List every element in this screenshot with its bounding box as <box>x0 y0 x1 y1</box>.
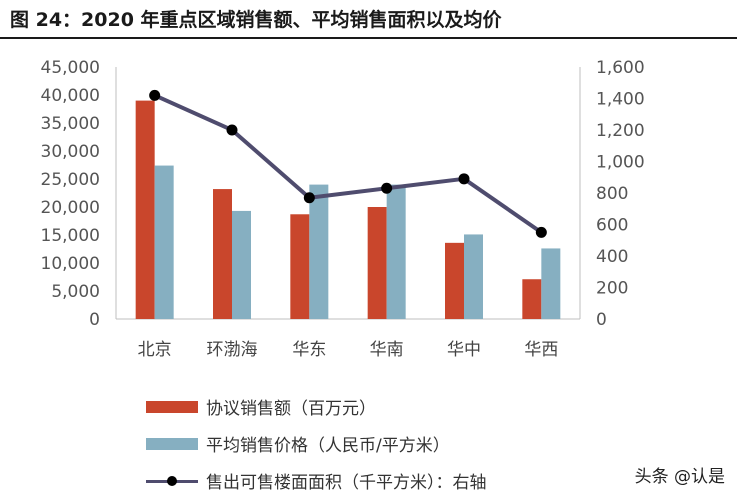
area-marker <box>381 182 393 194</box>
category-label: 华东 <box>292 340 326 360</box>
area-line <box>153 93 543 235</box>
right-tick-label: 1,400 <box>596 90 645 110</box>
right-tick-label: 800 <box>596 184 628 204</box>
area-marker <box>535 226 547 238</box>
category-label: 华中 <box>447 340 481 360</box>
combo-chart: 0 5,000 10,000 15,000 20,000 25,000 30,000 35,0… <box>41 58 645 360</box>
right-tick-label: 0 <box>596 310 607 330</box>
left-tick-label: 30,000 <box>41 142 100 162</box>
left-tick-label: 40,000 <box>41 86 100 106</box>
bar-sales <box>445 242 464 319</box>
legend-label-sales: 协议销售额（百万元） <box>206 399 376 419</box>
title-rule <box>0 37 737 39</box>
area-marker <box>458 173 470 185</box>
figure-title: 图 24：2020 年重点区域销售额、平均销售面积以及均价 <box>10 9 502 31</box>
bar-price <box>309 184 329 319</box>
category-label: 华南 <box>370 340 404 360</box>
bar-sales <box>522 279 542 319</box>
bar-price <box>232 210 251 319</box>
legend-swatch-sales <box>146 400 198 413</box>
legend-item-sales: 协议销售额（百万元） <box>146 388 487 425</box>
left-tick-label: 45,000 <box>41 58 100 78</box>
left-tick-label: 5,000 <box>51 282 100 302</box>
legend-item-area: 售出可售楼面面积（千平方米）：右轴 <box>146 462 487 499</box>
category-label: 环渤海 <box>207 340 258 360</box>
right-tick-label: 1,000 <box>596 153 645 173</box>
left-tick-label: 10,000 <box>41 254 100 274</box>
bar-sales <box>135 100 155 319</box>
bar-series <box>135 100 561 319</box>
bar-sales <box>213 189 232 319</box>
left-tick-label: 35,000 <box>41 114 100 134</box>
line-series <box>149 89 547 238</box>
bar-sales <box>367 207 387 319</box>
legend-label-area: 售出可售楼面面积（千平方米）：右轴 <box>206 473 487 493</box>
bar-sales <box>290 214 310 319</box>
left-tick-label: 0 <box>89 310 100 330</box>
watermark: 头条 @认是 <box>634 467 725 487</box>
legend-swatch-price <box>146 437 198 450</box>
area-marker <box>226 124 238 136</box>
category-label: 北京 <box>138 340 172 360</box>
right-tick-label: 1,200 <box>596 121 645 141</box>
right-tick-label: 1,600 <box>596 58 645 78</box>
bar-price <box>154 165 174 319</box>
bar-price <box>464 234 483 319</box>
chart-axes <box>115 67 581 320</box>
chart-legend: 协议销售额（百万元） 平均销售价格（人民币/平方米） 售出可售楼面面积（千平方米… <box>146 388 487 499</box>
left-axis-ticks: 0 5,000 10,000 15,000 20,000 25,000 30,000 35,0… <box>41 58 100 330</box>
legend-label-price: 平均销售价格（人民币/平方米） <box>206 436 450 456</box>
right-tick-label: 600 <box>596 216 628 236</box>
category-label: 华西 <box>524 340 558 360</box>
right-tick-label: 400 <box>596 247 628 267</box>
left-tick-label: 15,000 <box>41 226 100 246</box>
right-tick-label: 200 <box>596 279 628 299</box>
bar-price <box>541 248 561 319</box>
area-marker <box>149 89 161 101</box>
right-axis-ticks: 0 200 400 600 800 1,000 1,200 1,400 1,600 <box>596 58 645 330</box>
category-labels: 北京 环渤海 华东 华南 华中 华西 <box>138 340 559 360</box>
area-marker <box>303 192 315 204</box>
left-tick-label: 20,000 <box>41 198 100 218</box>
legend-item-price: 平均销售价格（人民币/平方米） <box>146 425 487 462</box>
bar-price <box>386 184 406 319</box>
left-tick-label: 25,000 <box>41 170 100 190</box>
legend-swatch-area <box>146 474 198 488</box>
